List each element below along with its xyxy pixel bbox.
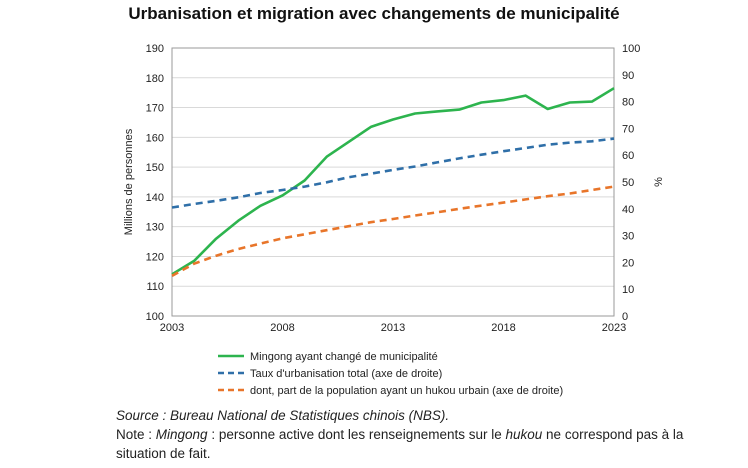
chart-title: Urbanisation et migration avec changemen…: [128, 4, 620, 23]
note-prefix: Note :: [116, 427, 156, 442]
y2-tick-label: 30: [622, 231, 634, 243]
legend-label: Taux d'urbanisation total (axe de droite…: [250, 368, 442, 380]
y2-tick-label: 0: [622, 311, 628, 323]
note-term-hukou: hukou: [505, 427, 543, 442]
x-tick-label: 2003: [160, 322, 184, 334]
x-tick-label: 2023: [602, 322, 626, 334]
y2-tick-label: 40: [622, 204, 634, 216]
x-tick-label: 2018: [491, 322, 515, 334]
note-suffix: ne correspond pas à la situation de fait…: [116, 427, 684, 461]
left-axis-ticks: 100 110 120 130 140 150 160 170 180 190: [146, 43, 164, 323]
chart: 100 110 120 130 140 150 160 170 180 190 0 10 20 30 40…: [123, 43, 665, 397]
y2-axis-label: %: [653, 177, 665, 187]
series-line-1: [171, 87, 615, 276]
y-tick-label: 170: [146, 103, 164, 115]
y2-tick-label: 90: [622, 70, 634, 82]
y-tick-label: 140: [146, 192, 164, 204]
y-tick-label: 190: [146, 43, 164, 55]
y2-tick-label: 10: [622, 284, 634, 296]
legend: Mingong ayant changé de municipalité Taux…: [218, 351, 563, 397]
plot-frame: [171, 47, 615, 317]
y-tick-label: 130: [146, 222, 164, 234]
note-term-mingong: Mingong: [155, 427, 208, 442]
legend-label: dont, part de la population ayant un huk…: [250, 385, 563, 397]
series-line-3: [171, 185, 615, 277]
y2-tick-label: 80: [622, 97, 634, 109]
series-layer: [171, 87, 615, 277]
x-tick-label: 2013: [381, 322, 405, 334]
source-text: Source : Bureau National de Statistiques…: [116, 408, 450, 423]
notes: Source : Bureau National de Statistiques…: [116, 406, 736, 463]
y2-tick-label: 60: [622, 150, 634, 162]
y-tick-label: 110: [146, 281, 164, 293]
y2-tick-label: 50: [622, 177, 634, 189]
y-tick-label: 100: [146, 311, 164, 323]
legend-label: Mingong ayant changé de municipalité: [250, 351, 438, 363]
y2-tick-label: 70: [622, 123, 634, 135]
gridlines: [172, 47, 614, 317]
y2-tick-label: 20: [622, 257, 634, 269]
y2-tick-label: 100: [622, 43, 640, 55]
y-axis-label: Millions de personnes: [123, 128, 135, 235]
y-tick-label: 160: [146, 132, 164, 144]
note-text: Note : Mingong : personne active dont le…: [116, 425, 736, 463]
x-tick-label: 2008: [270, 322, 294, 334]
note-middle: : personne active dont les renseignement…: [207, 427, 506, 442]
y-tick-label: 120: [146, 251, 164, 263]
x-axis-ticks: 2003 2008 2013 2018 2023: [160, 322, 626, 334]
y-tick-label: 180: [146, 73, 164, 85]
right-axis-ticks: 0 10 20 30 40 50 60 70 80 90 100: [622, 43, 640, 323]
series-line-2: [171, 137, 615, 209]
y-tick-label: 150: [146, 162, 164, 174]
